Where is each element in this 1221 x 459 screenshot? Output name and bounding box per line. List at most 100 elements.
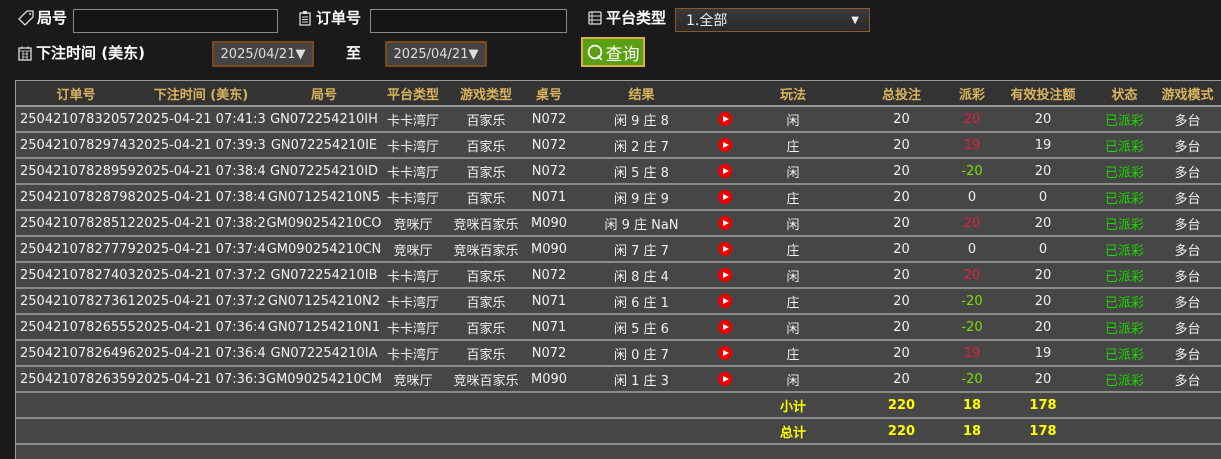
- platform-cell: 卡卡湾厅: [382, 158, 444, 185]
- payout-cell: 20: [954, 210, 990, 237]
- column-header: 游戏类型: [444, 81, 528, 107]
- valid-bet-cell: 0: [990, 184, 1096, 211]
- payout-cell: 20: [954, 106, 990, 133]
- order-id-cell: 250421078274034: [16, 262, 136, 289]
- list-icon: [588, 10, 602, 25]
- platform-select[interactable]: 1.全部 ▼: [675, 8, 870, 32]
- total-valid-bet: 178: [990, 418, 1096, 445]
- video-cell[interactable]: [713, 236, 737, 263]
- column-header: 局号: [266, 81, 382, 107]
- table-no-cell: N071: [528, 314, 570, 341]
- empty-cell: [16, 392, 136, 419]
- empty-cell: [1153, 418, 1221, 445]
- play-video-icon[interactable]: [718, 138, 732, 152]
- result-cell: 闲 9 庄 NaN: [570, 210, 713, 237]
- time-label: 下注时间 (美东): [17, 42, 145, 63]
- bet-time-cell: 2025-04-21 07:38:49: [136, 158, 266, 185]
- query-button[interactable]: 查询: [581, 37, 645, 67]
- video-cell[interactable]: [713, 314, 737, 341]
- payout-cell: 19: [954, 132, 990, 159]
- valid-bet-cell: 0: [990, 236, 1096, 263]
- column-header: 总投注: [849, 81, 954, 107]
- play-video-icon[interactable]: [718, 190, 732, 204]
- total-bet-cell: 20: [849, 262, 954, 289]
- column-header: 状态: [1096, 81, 1153, 107]
- bet-type-cell: 闲: [737, 158, 849, 185]
- date-to-picker[interactable]: 2025/04/21 ▼: [385, 41, 487, 67]
- column-header: 有效投注额: [990, 81, 1096, 107]
- total-bet-cell: 20: [849, 106, 954, 133]
- game-type-cell: 竞咪百家乐: [444, 366, 528, 393]
- round-id-cell: GN071254210N2: [266, 288, 382, 315]
- play-video-icon[interactable]: [718, 372, 732, 386]
- status-cell: 已派彩: [1096, 340, 1153, 367]
- platform-cell: 卡卡湾厅: [382, 184, 444, 211]
- play-video-icon[interactable]: [718, 216, 732, 230]
- bet-type-cell: 闲: [737, 106, 849, 133]
- bet-time-cell: 2025-04-21 07:36:43: [136, 340, 266, 367]
- table-no-cell: N072: [528, 158, 570, 185]
- play-video-icon[interactable]: [718, 294, 732, 308]
- empty-cell: [1096, 418, 1153, 445]
- total-row: 总计 220 18 178: [16, 418, 1221, 445]
- subtotal-row: 小计 220 18 178: [16, 392, 1221, 419]
- bet-type-cell: 庄: [737, 184, 849, 211]
- order-id-cell: 250421078264966: [16, 340, 136, 367]
- order-input[interactable]: [370, 9, 567, 33]
- date-from-value: 2025/04/21: [220, 46, 296, 62]
- empty-cell: [16, 418, 136, 445]
- bet-time-cell: 2025-04-21 07:37:29: [136, 262, 266, 289]
- chevron-down-icon: ▼: [295, 46, 306, 62]
- empty-cell: [136, 418, 266, 445]
- video-cell[interactable]: [713, 106, 737, 133]
- play-video-icon[interactable]: [718, 242, 732, 256]
- bet-time-cell: 2025-04-21 07:38:24: [136, 210, 266, 237]
- play-video-icon[interactable]: [718, 164, 732, 178]
- bet-time-cell: 2025-04-21 07:41:34: [136, 106, 266, 133]
- platform-value: 1.全部: [686, 13, 728, 29]
- table-row: 250421078273611 2025-04-21 07:37:26 GN0712…: [16, 288, 1221, 315]
- video-cell[interactable]: [713, 262, 737, 289]
- video-cell[interactable]: [713, 132, 737, 159]
- game-type-cell: 竞咪百家乐: [444, 236, 528, 263]
- game-type-cell: 百家乐: [444, 158, 528, 185]
- payout-cell: -20: [954, 366, 990, 393]
- total-bet-cell: 20: [849, 366, 954, 393]
- game-mode-cell: 多台: [1153, 366, 1221, 393]
- bet-type-cell: 闲: [737, 210, 849, 237]
- play-video-icon[interactable]: [718, 346, 732, 360]
- valid-bet-cell: 20: [990, 288, 1096, 315]
- platform-cell: 卡卡湾厅: [382, 288, 444, 315]
- video-cell[interactable]: [713, 366, 737, 393]
- video-cell[interactable]: [713, 210, 737, 237]
- video-cell[interactable]: [713, 158, 737, 185]
- game-mode-cell: 多台: [1153, 184, 1221, 211]
- bet-time-cell: 2025-04-21 07:36:32: [136, 366, 266, 393]
- play-video-icon[interactable]: [718, 320, 732, 334]
- round-input[interactable]: [73, 9, 278, 33]
- table-row: 250421078277797 2025-04-21 07:37:45 GM0902…: [16, 236, 1221, 263]
- status-cell: 已派彩: [1096, 158, 1153, 185]
- play-video-icon[interactable]: [718, 268, 732, 282]
- play-video-icon[interactable]: [718, 112, 732, 126]
- order-id-cell: 250421078287985: [16, 184, 136, 211]
- status-cell: 已派彩: [1096, 210, 1153, 237]
- result-cell: 闲 8 庄 4: [570, 262, 713, 289]
- table-row: 250421078297438 2025-04-21 07:39:32 GN0722…: [16, 132, 1221, 159]
- column-header: 桌号: [528, 81, 570, 107]
- table-row: 250421078263594 2025-04-21 07:36:32 GM0902…: [16, 366, 1221, 393]
- round-id-cell: GN072254210ID: [266, 158, 382, 185]
- table-row: 250421078274034 2025-04-21 07:37:29 GN0722…: [16, 262, 1221, 289]
- table-row: 250421078320574 2025-04-21 07:41:34 GN0722…: [16, 106, 1221, 133]
- total-payout: 18: [954, 418, 990, 445]
- bet-time-cell: 2025-04-21 07:38:41: [136, 184, 266, 211]
- payout-cell: 20: [954, 262, 990, 289]
- platform-cell: 竞咪厅: [382, 236, 444, 263]
- bet-time-cell: 2025-04-21 07:39:32: [136, 132, 266, 159]
- video-cell[interactable]: [713, 340, 737, 367]
- video-cell[interactable]: [713, 184, 737, 211]
- date-from-picker[interactable]: 2025/04/21 ▼: [212, 41, 314, 67]
- order-id-cell: 250421078297438: [16, 132, 136, 159]
- platform-label: 平台类型: [587, 7, 666, 28]
- video-cell[interactable]: [713, 288, 737, 315]
